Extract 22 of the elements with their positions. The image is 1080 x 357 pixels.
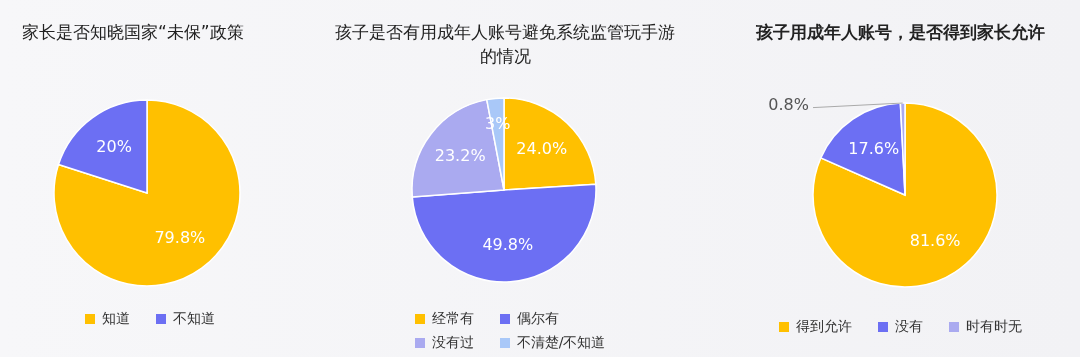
legend-label: 经常有: [431, 310, 474, 328]
data-label: 20%: [96, 137, 132, 157]
chart-title: 家长是否知晓国家“未保”政策: [22, 21, 245, 44]
legend-label: 没有过: [431, 334, 474, 352]
data-label: 79.8%: [154, 227, 206, 247]
pie-slice: [812, 102, 998, 288]
legend-label: 不清楚/不知道: [516, 334, 606, 352]
chart-title: 孩子是否有用成年人账号避免系统监管玩手游的情况: [334, 21, 676, 68]
legend-label: 时有时无: [965, 318, 1022, 336]
chart-title: 孩子用成年人账号，是否得到家长允许: [754, 21, 1046, 44]
legend-label: 不知道: [173, 310, 215, 328]
legend-label: 得到允许: [795, 318, 852, 336]
data-label: 23.2%: [434, 145, 486, 165]
data-label: 0.8%: [768, 95, 809, 115]
data-label: 24.0%: [516, 139, 568, 159]
data-label: 81.6%: [909, 230, 961, 250]
legend-label: 知道: [102, 310, 130, 328]
legend-label: 没有: [894, 318, 923, 336]
legend-label: 偶尔有: [516, 310, 559, 328]
pie-slice: [53, 99, 241, 287]
data-label: 49.8%: [482, 234, 534, 254]
data-label: 17.6%: [848, 139, 900, 159]
